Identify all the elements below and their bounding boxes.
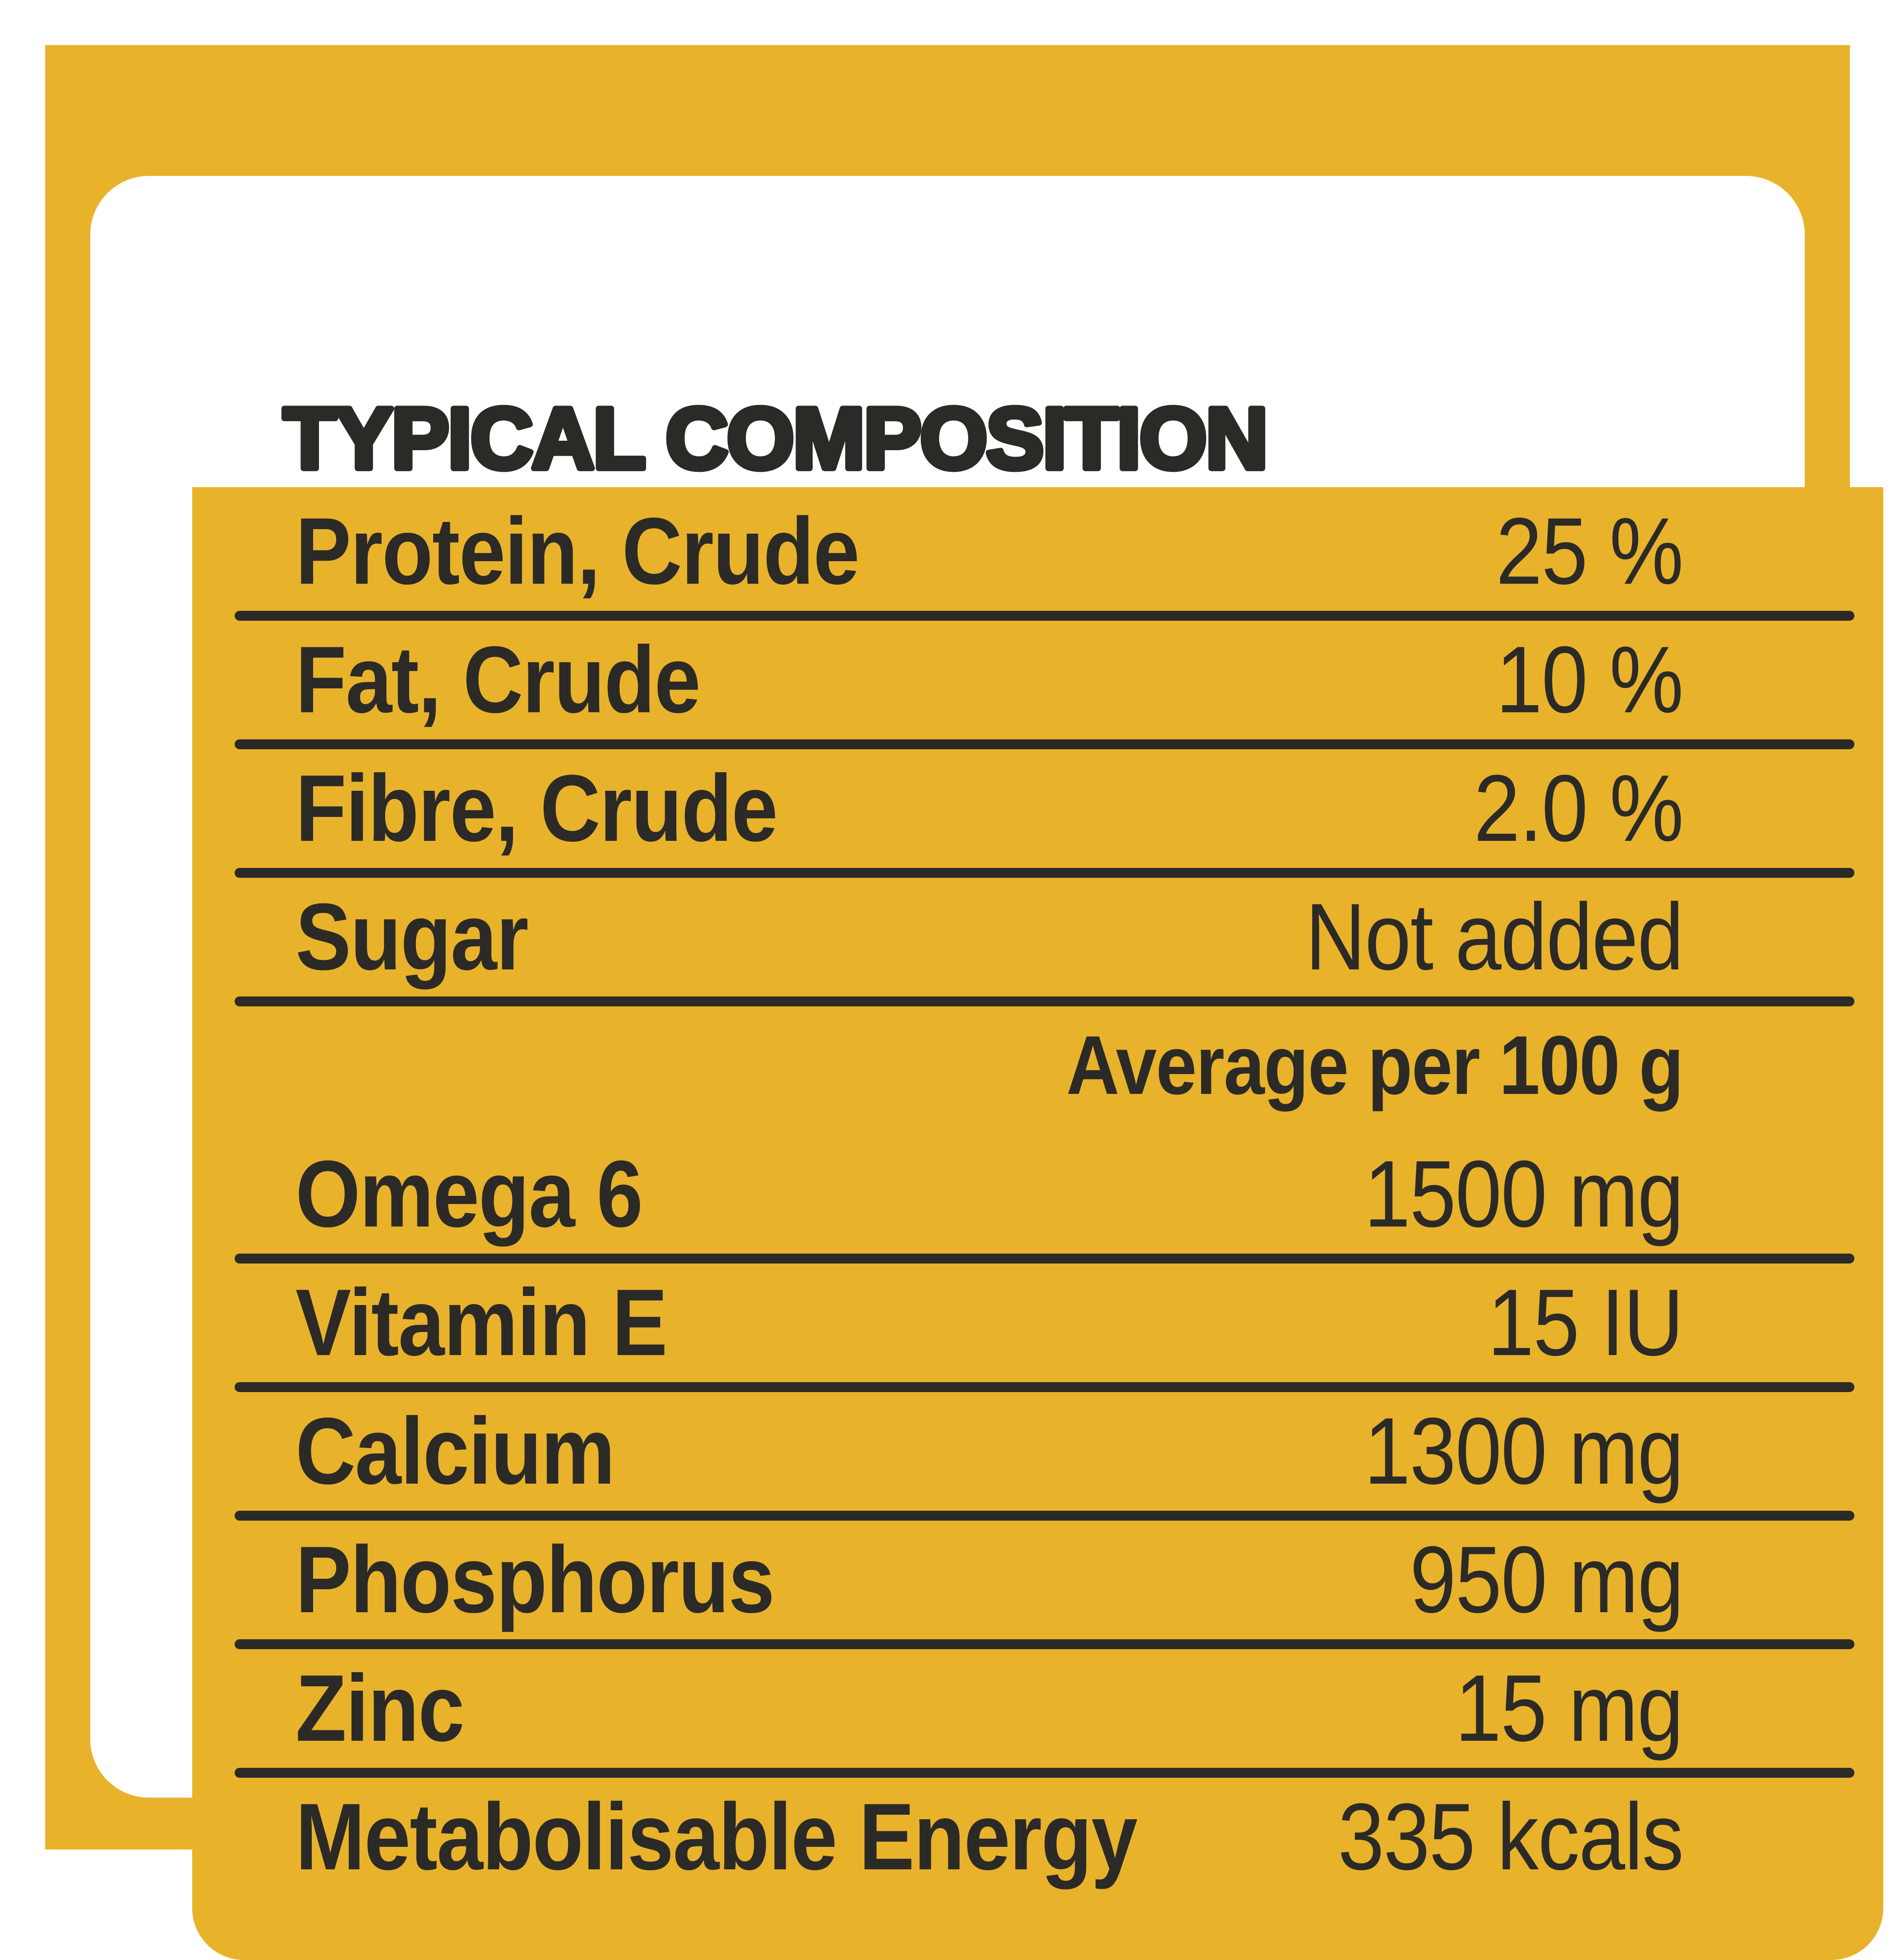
- row-separator: [235, 1639, 1854, 1649]
- row-value-omega6: 1500 mg: [1364, 1141, 1684, 1247]
- panel-title-svg: TYPICAL COMPOSITION: [281, 387, 1271, 490]
- row-label-omega6: Omega 6: [296, 1141, 643, 1247]
- table-row: Zinc 15 mg: [296, 1641, 1684, 1776]
- row-label-zinc: Zinc: [296, 1655, 465, 1761]
- table-row: Fibre, Crude 2.0 %: [296, 741, 1684, 876]
- row-separator: [235, 611, 1854, 621]
- row-separator: [235, 868, 1854, 878]
- page-background: TYPICAL COMPOSITION Protein, Crude 25 % …: [45, 45, 1883, 1960]
- panel-title-text: TYPICAL COMPOSITION: [283, 390, 1267, 487]
- row-label-calcium: Calcium: [296, 1398, 615, 1504]
- row-separator: [235, 1768, 1854, 1778]
- row-value-zinc: 15 mg: [1455, 1655, 1684, 1761]
- table-row: Fat, Crude 10 %: [296, 612, 1684, 747]
- table-row: Phosphorus 950 mg: [296, 1512, 1684, 1647]
- table-row: Sugar Not added: [296, 869, 1684, 1005]
- row-label-vitamin-e: Vitamin E: [296, 1269, 668, 1375]
- group-header: Average per 100 g: [296, 998, 1683, 1133]
- row-value-metabolisable-energy: 335 kcals: [1338, 1784, 1684, 1890]
- row-label-phosphorus: Phosphorus: [296, 1526, 775, 1633]
- row-value-phosphorus: 950 mg: [1410, 1526, 1684, 1633]
- row-label-sugar: Sugar: [296, 884, 529, 990]
- composition-panel: TYPICAL COMPOSITION Protein, Crude 25 % …: [90, 176, 1883, 1960]
- table-row: Protein, Crude 25 %: [296, 484, 1684, 619]
- row-separator: [235, 1254, 1854, 1264]
- table-row: Calcium 1300 mg: [296, 1384, 1684, 1519]
- table-row: Omega 6 1500 mg: [296, 1126, 1684, 1262]
- row-label-protein: Protein, Crude: [296, 498, 860, 604]
- row-label-fibre: Fibre, Crude: [296, 755, 778, 861]
- row-value-fat: 10 %: [1496, 627, 1684, 733]
- composition-table: Protein, Crude 25 % Fat, Crude 10 % Fibr…: [192, 487, 1883, 1960]
- table-row: Metabolisable Energy 335 kcals: [296, 1769, 1684, 1905]
- row-separator: [235, 996, 1854, 1006]
- row-separator: [235, 739, 1854, 749]
- table-row: Vitamin E 15 IU: [296, 1255, 1684, 1390]
- row-label-fat: Fat, Crude: [296, 627, 701, 733]
- row-separator: [235, 1382, 1854, 1392]
- row-value-protein: 25 %: [1496, 498, 1684, 604]
- row-value-fibre: 2.0 %: [1474, 755, 1684, 861]
- panel-title: TYPICAL COMPOSITION: [280, 374, 1453, 510]
- row-separator: [235, 1511, 1854, 1521]
- row-label-metabolisable-energy: Metabolisable Energy: [296, 1784, 1137, 1890]
- row-value-calcium: 1300 mg: [1364, 1398, 1684, 1504]
- row-value-vitamin-e: 15 IU: [1488, 1269, 1684, 1375]
- row-value-sugar: Not added: [1305, 884, 1684, 990]
- group-header-text: Average per 100 g: [1066, 1019, 1683, 1112]
